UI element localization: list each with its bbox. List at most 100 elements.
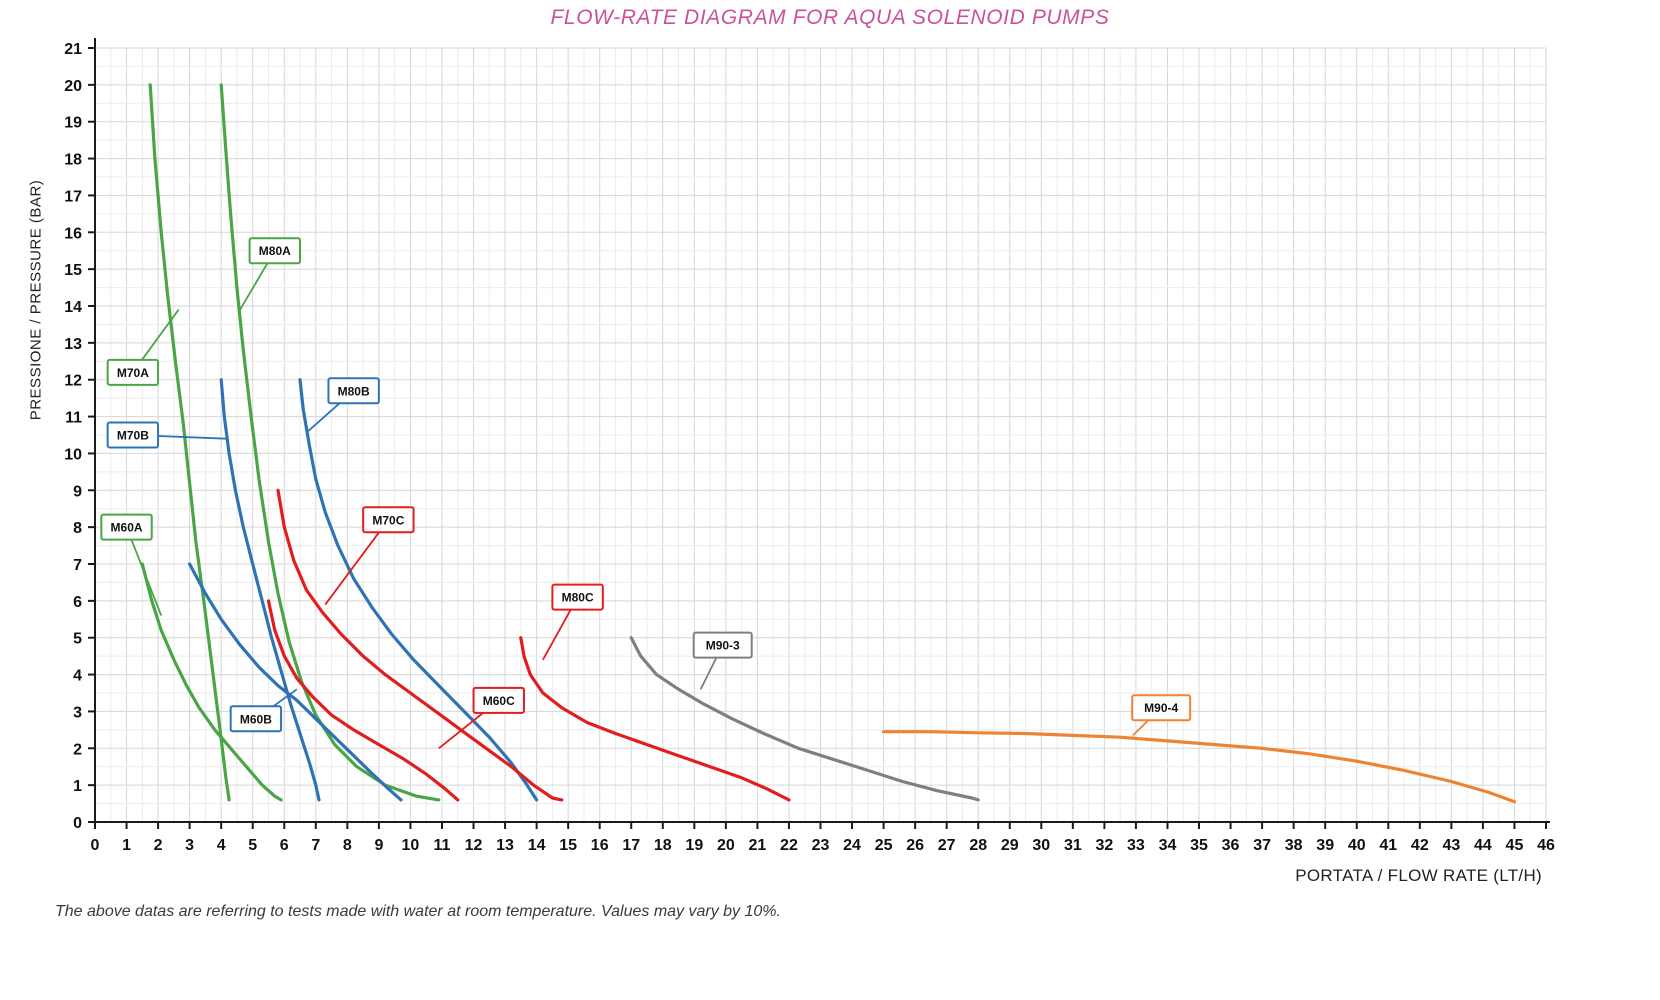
x-tick-label: 26 bbox=[906, 837, 924, 854]
chart-title: FLOW-RATE DIAGRAM FOR AQUA SOLENOID PUMP… bbox=[550, 6, 1110, 29]
x-axis-label: PORTATA / FLOW RATE (LT/H) bbox=[1295, 866, 1542, 885]
x-tick-label: 6 bbox=[280, 837, 289, 854]
y-tick-label: 20 bbox=[64, 78, 82, 95]
series-label-box-m70c bbox=[362, 506, 415, 534]
x-tick-label: 20 bbox=[717, 837, 735, 854]
y-tick-label: 21 bbox=[64, 41, 82, 58]
y-tick-label: 6 bbox=[73, 594, 82, 611]
curve-m60c bbox=[266, 599, 460, 802]
x-tick-label: 16 bbox=[591, 837, 609, 854]
chart-footnote: The above datas are referring to tests m… bbox=[55, 903, 781, 920]
series-label-text-m70c: M70C bbox=[372, 513, 404, 527]
series-label-text-m60b: M60B bbox=[240, 712, 272, 726]
y-tick-label: 0 bbox=[73, 815, 82, 832]
series-label-text-m80b: M80B bbox=[338, 384, 370, 398]
y-tick-label: 8 bbox=[73, 520, 82, 537]
series-label-text-m60c: M60C bbox=[483, 694, 515, 708]
curve-m70b bbox=[219, 378, 321, 802]
series-label-box-m80a bbox=[248, 237, 301, 265]
y-tick-label: 12 bbox=[64, 373, 82, 390]
y-tick-label: 13 bbox=[64, 336, 82, 353]
x-tick-label: 4 bbox=[217, 837, 226, 854]
x-tick-label: 30 bbox=[1032, 837, 1050, 854]
x-tick-label: 46 bbox=[1537, 837, 1555, 854]
x-tick-label: 29 bbox=[1001, 837, 1019, 854]
y-tick-label: 1 bbox=[73, 778, 82, 795]
series-label-text-m90-3: M90-3 bbox=[706, 639, 740, 653]
x-tick-label: 10 bbox=[402, 837, 420, 854]
curve-m80a bbox=[219, 83, 441, 802]
y-tick-label: 17 bbox=[64, 188, 82, 205]
x-tick-label: 25 bbox=[875, 837, 893, 854]
x-tick-label: 5 bbox=[248, 837, 257, 854]
series-label-box-m90-4 bbox=[1131, 694, 1192, 722]
y-tick-label: 18 bbox=[64, 152, 82, 169]
x-tick-label: 28 bbox=[969, 837, 987, 854]
y-tick-label: 7 bbox=[73, 557, 82, 574]
series-label-text-m70a: M70A bbox=[117, 366, 149, 380]
curve-m90-4 bbox=[882, 730, 1517, 804]
x-tick-label: 19 bbox=[685, 837, 703, 854]
curve-m70a bbox=[148, 83, 231, 802]
x-tick-label: 38 bbox=[1285, 837, 1303, 854]
x-tick-label: 42 bbox=[1411, 837, 1429, 854]
x-tick-label: 21 bbox=[749, 837, 767, 854]
series-label-box-m70a bbox=[106, 358, 160, 386]
x-tick-label: 2 bbox=[154, 837, 163, 854]
y-tick-label: 19 bbox=[64, 115, 82, 132]
x-tick-label: 18 bbox=[654, 837, 672, 854]
y-tick-label: 10 bbox=[64, 446, 82, 463]
x-tick-label: 9 bbox=[374, 837, 383, 854]
series-label-box-m70b bbox=[106, 421, 160, 449]
x-tick-label: 31 bbox=[1064, 837, 1082, 854]
x-tick-label: 22 bbox=[780, 837, 798, 854]
x-tick-label: 44 bbox=[1474, 837, 1492, 854]
series-label-box-m90-3 bbox=[692, 631, 753, 659]
x-tick-label: 14 bbox=[528, 837, 546, 854]
x-tick-label: 1 bbox=[122, 837, 131, 854]
x-tick-label: 37 bbox=[1253, 837, 1271, 854]
x-tick-label: 43 bbox=[1442, 837, 1460, 854]
x-tick-label: 34 bbox=[1159, 837, 1177, 854]
series-label-box-m60c bbox=[472, 686, 525, 714]
x-tick-label: 15 bbox=[559, 837, 577, 854]
x-tick-label: 41 bbox=[1379, 837, 1397, 854]
series-label-box-m80b bbox=[327, 377, 380, 405]
x-tick-label: 3 bbox=[185, 837, 194, 854]
x-tick-label: 36 bbox=[1222, 837, 1240, 854]
x-tick-label: 8 bbox=[343, 837, 352, 854]
series-label-text-m80c: M80C bbox=[562, 591, 594, 605]
y-tick-label: 15 bbox=[64, 262, 82, 279]
y-tick-label: 2 bbox=[73, 741, 82, 758]
series-label-text-m90-4: M90-4 bbox=[1144, 701, 1178, 715]
x-tick-label: 24 bbox=[843, 837, 861, 854]
curve-m90-3 bbox=[629, 636, 980, 802]
x-tick-label: 33 bbox=[1127, 837, 1145, 854]
y-tick-label: 9 bbox=[73, 483, 82, 500]
series-label-box-m60a bbox=[100, 513, 153, 541]
curve-m60b bbox=[188, 562, 403, 802]
curve-m80b bbox=[298, 378, 539, 802]
series-label-box-m60b bbox=[229, 705, 283, 733]
x-tick-label: 17 bbox=[622, 837, 640, 854]
x-tick-label: 12 bbox=[465, 837, 483, 854]
curve-m70c bbox=[276, 488, 564, 802]
x-tick-label: 23 bbox=[812, 837, 830, 854]
y-axis-label: PRESSIONE / PRESSURE (BAR) bbox=[27, 179, 45, 421]
curve-m60a bbox=[140, 562, 283, 802]
y-tick-label: 14 bbox=[64, 299, 82, 316]
y-tick-label: 16 bbox=[64, 225, 82, 242]
x-tick-label: 13 bbox=[496, 837, 514, 854]
curve-m80c bbox=[519, 636, 791, 802]
x-tick-label: 35 bbox=[1190, 837, 1208, 854]
series-label-text-m80a: M80A bbox=[259, 244, 291, 258]
y-tick-label: 4 bbox=[73, 668, 82, 685]
series-label-leader-m60a bbox=[125, 526, 163, 616]
y-tick-label: 5 bbox=[73, 631, 82, 648]
x-tick-label: 11 bbox=[434, 837, 451, 854]
x-tick-label: 39 bbox=[1316, 837, 1334, 854]
series-label-text-m60a: M60A bbox=[111, 521, 143, 535]
series-label-text-m70b: M70B bbox=[117, 429, 149, 443]
series-label-leader-m70c bbox=[324, 519, 390, 606]
